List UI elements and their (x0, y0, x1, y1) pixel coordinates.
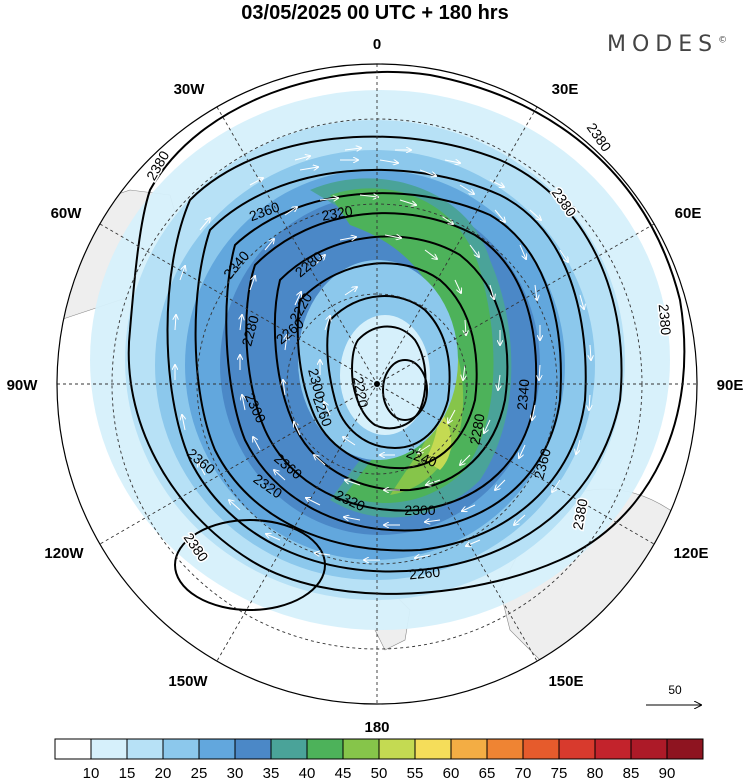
colorbar-tick-label: 80 (587, 765, 604, 782)
lon-label-150e: 150E (548, 673, 583, 690)
wind-vectors (175, 148, 591, 560)
contour-2380-outer (127, 70, 686, 595)
lon-label-30w: 30W (174, 81, 206, 98)
height-contours (127, 70, 686, 611)
lon-label-30e: 30E (552, 81, 579, 98)
colorbar-swatch (486, 738, 524, 760)
longitude-labels: 0 30E 60E 90E 120E 150E 180 150W 120W 90… (7, 36, 744, 736)
colorbar-swatch (234, 738, 272, 760)
lon-label-90w: 90W (7, 377, 39, 394)
colorbar-swatch (90, 738, 128, 760)
contour-label: 2380 (569, 497, 590, 531)
colorbar-swatch (342, 738, 380, 760)
lon-label-150w: 150W (168, 673, 208, 690)
contour-2360 (166, 135, 623, 573)
colorbar-tick-label: 20 (155, 765, 172, 782)
contour-label: 2300 (404, 502, 435, 518)
colorbar-swatch (198, 738, 236, 760)
contour-2280 (273, 235, 509, 492)
contour-label: 2280 (466, 412, 487, 446)
colorbar-swatch (270, 738, 308, 760)
colorbar-tick-label: 25 (191, 765, 208, 782)
colorbar-swatch (306, 738, 344, 760)
colorbar-swatch (414, 738, 452, 760)
map-title: 03/05/2025 00 UTC + 180 hrs (241, 2, 509, 24)
colorbar-swatch (162, 738, 200, 760)
colorbar-tick-label: 50 (371, 765, 388, 782)
colorbar-tick-label: 65 (479, 765, 496, 782)
contour-label: 2340 (514, 378, 533, 411)
colorbar-swatch (378, 738, 416, 760)
colorbar-tick-label: 55 (407, 765, 424, 782)
colorbar-swatch (450, 738, 488, 760)
colorbar-tick-label: 35 (263, 765, 280, 782)
colorbar-tick-label: 90 (659, 765, 676, 782)
colorbar-tick-label: 85 (623, 765, 640, 782)
lon-label-120e: 120E (673, 545, 708, 562)
colorbar-swatch (558, 738, 596, 760)
colorbar-swatch (630, 738, 668, 760)
contour-label: 2280 (238, 313, 262, 347)
colorbar-tick-label: 70 (515, 765, 532, 782)
contour-2240 (326, 295, 451, 450)
pole-marker (374, 381, 380, 387)
lon-label-0: 0 (373, 36, 381, 53)
contour-inner (382, 359, 428, 421)
colorbar-tick-label: 60 (443, 765, 460, 782)
contour-2320 (225, 192, 562, 532)
lon-label-60w: 60W (51, 205, 83, 222)
lon-label-180: 180 (364, 719, 389, 736)
map-disk (57, 64, 697, 704)
contour-label: 2320 (320, 202, 354, 223)
colorbar-tick-label: 75 (551, 765, 568, 782)
reference-vector: 50 (646, 683, 701, 705)
lon-label-60e: 60E (675, 205, 702, 222)
colorbar-swatch (54, 738, 92, 760)
colorbar-swatch (594, 738, 632, 760)
contour-2300 (245, 212, 538, 512)
colorbar-swatch (666, 738, 704, 760)
lon-label-120w: 120W (44, 545, 84, 562)
colorbar-tick-label: 45 (335, 765, 352, 782)
colorbar-tick-label: 40 (299, 765, 316, 782)
reference-vector-label: 50 (668, 683, 682, 697)
map-border (56, 63, 698, 705)
brand-logo: MODES© (607, 32, 728, 57)
colorbar-tick-label: 15 (119, 765, 136, 782)
colorbar: 10 15 20 25 30 35 40 45 50 55 60 65 70 75 80 85 90 (54, 738, 704, 782)
lon-label-90e: 90E (717, 377, 744, 394)
contour-label: 2380 (656, 303, 675, 336)
contour-label: 2260 (408, 564, 441, 583)
contour-2260 (296, 262, 478, 470)
colorbar-tick-label: 10 (83, 765, 100, 782)
contour-label: 2220 (350, 375, 371, 409)
colorbar-tick-label: 30 (227, 765, 244, 782)
contour-label: 2300 (305, 367, 329, 401)
colorbar-swatch (126, 738, 164, 760)
contour-2380-cell (174, 519, 326, 611)
contour-label: 2360 (530, 446, 554, 480)
colorbar-swatch (522, 738, 560, 760)
